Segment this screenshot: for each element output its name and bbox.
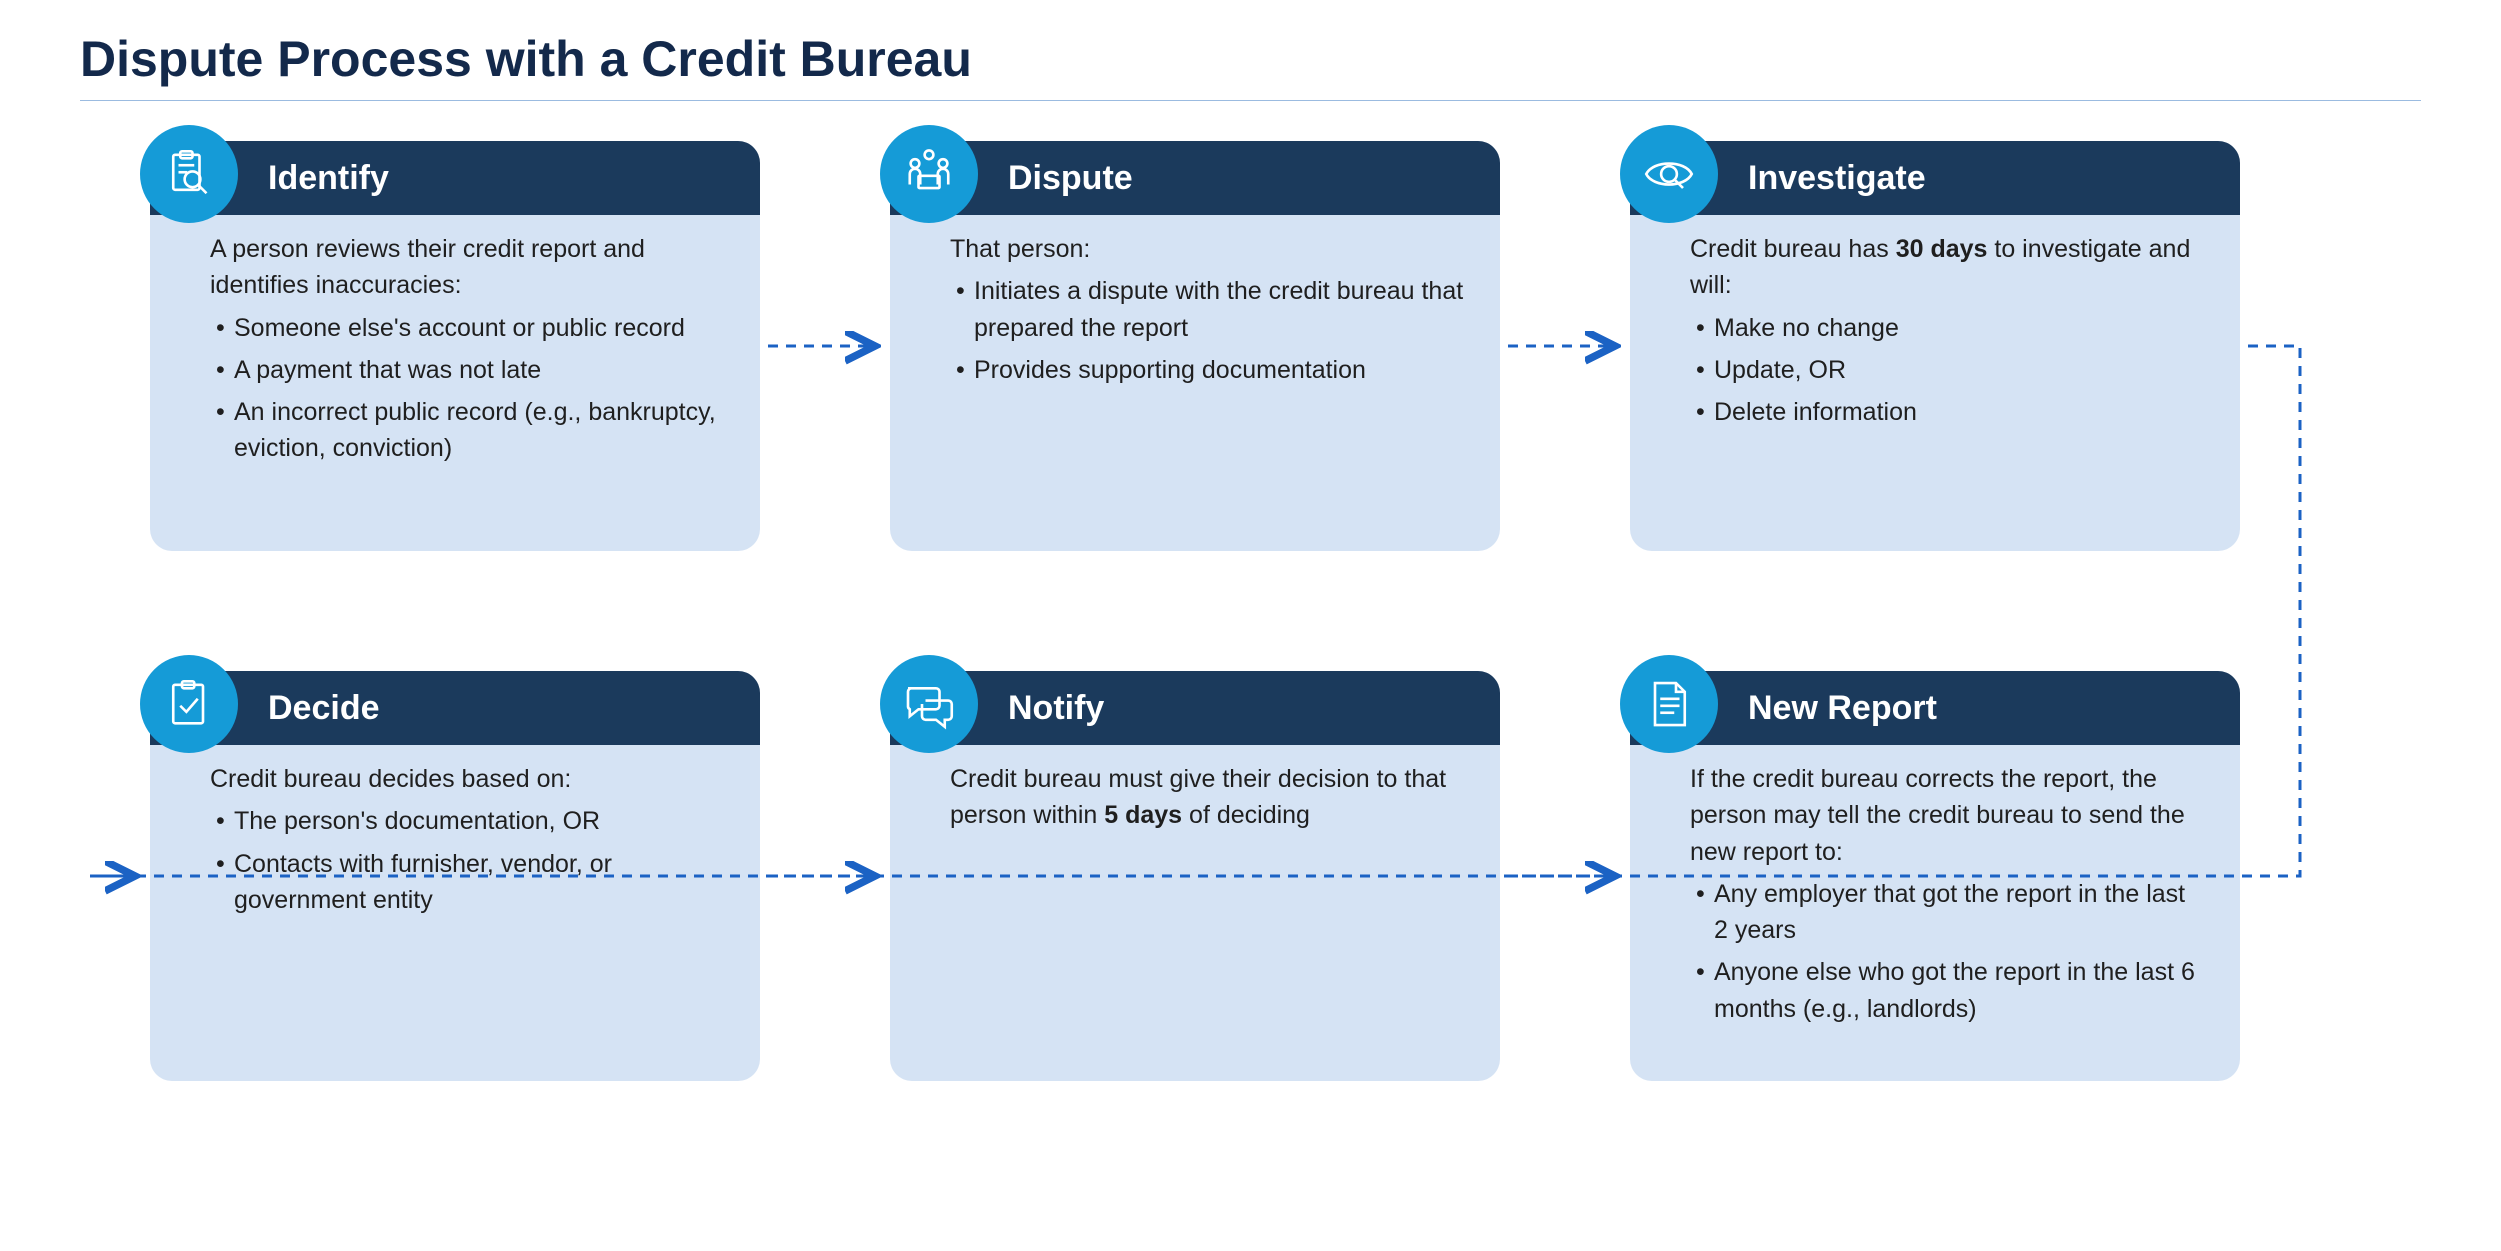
card-body: If the credit bureau corrects the report… [1690, 761, 2204, 1027]
card-body: That person: Initiates a dispute with th… [950, 231, 1464, 388]
bullet: The person's documentation, OR [216, 803, 724, 839]
card-title: Notify [1008, 689, 1104, 728]
bullet: Contacts with furnisher, vendor, or gove… [216, 846, 724, 919]
bullet: Anyone else who got the report in the la… [1696, 954, 2204, 1027]
card-title: Identify [268, 159, 389, 198]
card-header: Investigate [1630, 141, 2240, 215]
card-intro: Credit bureau has 30 days to investigate… [1690, 231, 2204, 304]
meeting-icon [880, 125, 978, 223]
page-title: Dispute Process with a Credit Bureau [80, 30, 2421, 100]
row-2: Decide Credit bureau decides based on: T… [80, 671, 2421, 1081]
card-header: New Report [1630, 671, 2240, 745]
card-title: Decide [268, 689, 380, 728]
flow-container: Identify A person reviews their credit r… [80, 141, 2421, 1081]
card-body: Credit bureau must give their decision t… [950, 761, 1464, 834]
card-header: Notify [890, 671, 1500, 745]
bullet: Any employer that got the report in the … [1696, 876, 2204, 949]
bullet: A payment that was not late [216, 352, 724, 388]
card-dispute: Dispute That person: Initiates a dispute… [890, 141, 1500, 551]
clipboard-search-icon [140, 125, 238, 223]
row-1: Identify A person reviews their credit r… [80, 141, 2421, 551]
card-identify: Identify A person reviews their credit r… [150, 141, 760, 551]
card-title: New Report [1748, 689, 1937, 728]
card-decide: Decide Credit bureau decides based on: T… [150, 671, 760, 1081]
card-body: A person reviews their credit report and… [210, 231, 724, 467]
bullet: An incorrect public record (e.g., bankru… [216, 394, 724, 467]
bullet: Update, OR [1696, 352, 2204, 388]
clipboard-check-icon [140, 655, 238, 753]
card-header: Dispute [890, 141, 1500, 215]
bullet: Provides supporting documentation [956, 352, 1464, 388]
document-icon [1620, 655, 1718, 753]
title-rule [80, 100, 2421, 101]
chat-icon [880, 655, 978, 753]
card-header: Decide [150, 671, 760, 745]
card-header: Identify [150, 141, 760, 215]
bullet: Initiates a dispute with the credit bure… [956, 273, 1464, 346]
card-intro: Credit bureau must give their decision t… [950, 761, 1464, 834]
card-title: Dispute [1008, 159, 1133, 198]
card-title: Investigate [1748, 159, 1926, 198]
eye-icon [1620, 125, 1718, 223]
card-body: Credit bureau decides based on: The pers… [210, 761, 724, 918]
card-intro: If the credit bureau corrects the report… [1690, 761, 2204, 870]
card-intro: That person: [950, 231, 1464, 267]
card-investigate: Investigate Credit bureau has 30 days to… [1630, 141, 2240, 551]
card-intro: A person reviews their credit report and… [210, 231, 724, 304]
bullet: Delete information [1696, 394, 2204, 430]
card-notify: Notify Credit bureau must give their dec… [890, 671, 1500, 1081]
card-intro: Credit bureau decides based on: [210, 761, 724, 797]
card-newreport: New Report If the credit bureau corrects… [1630, 671, 2240, 1081]
card-body: Credit bureau has 30 days to investigate… [1690, 231, 2204, 430]
bullet: Someone else's account or public record [216, 310, 724, 346]
bullet: Make no change [1696, 310, 2204, 346]
